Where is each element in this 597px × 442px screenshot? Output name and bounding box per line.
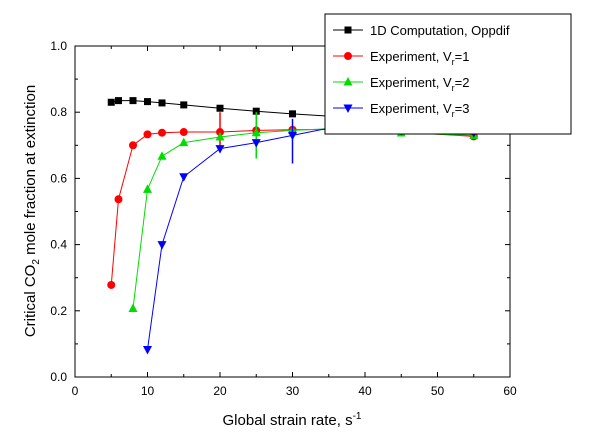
legend-marker [344,26,352,34]
data-point [157,151,167,160]
x-tick-label: 10 [141,384,155,398]
data-point [129,97,137,105]
legend-box [324,13,572,135]
data-point [157,241,167,250]
data-point [180,101,188,109]
x-tick-label: 50 [431,384,445,398]
data-point [158,128,166,137]
legend: 1D Computation, Oppdif Experiment, Vr=1 Ex… [324,13,572,135]
legend-label: Experiment, Vr=3 [370,101,469,119]
legend-label: Experiment, Vr=2 [370,75,469,93]
y-tick-label: 0.4 [50,238,67,252]
legend-item: 1D Computation, Oppdif [333,23,510,38]
x-tick-label: 40 [358,384,372,398]
data-point [215,145,225,154]
y-tick-label: 0.2 [50,304,67,318]
x-tick-label: 0 [72,384,79,398]
data-point [179,137,189,147]
y-tick-label: 0.0 [50,370,67,384]
legend-label: Experiment, Vr=1 [370,49,469,67]
data-point [158,99,166,107]
data-point [115,97,122,105]
data-point [107,280,116,289]
y-axis-title: Critical CO2 mole fraction at extinction [22,85,42,337]
y-tick-label: 0.6 [50,171,67,185]
data-point [179,173,189,182]
data-point [143,184,152,193]
data-point [251,127,261,137]
data-point [289,110,296,118]
data-point [144,98,151,106]
data-point [288,131,297,141]
legend-marker [344,52,352,60]
x-axis-title: Global strain rate, s-1 [223,411,362,429]
data-point [128,303,138,312]
legend-item: Experiment, Vr=2 [333,75,469,93]
data-point [143,130,152,139]
legend-marker [343,104,353,113]
data-point [252,107,260,115]
y-tick-label: 0.8 [50,105,67,119]
axis-ticks: 0 10 20 30 40 50 60 0.0 0.2 0.4 0.6 0.8 1.0 [50,39,517,398]
data-point [143,346,152,355]
data-point [216,104,224,112]
data-point [107,98,115,106]
y-tick-label: 1.0 [50,39,67,53]
data-point [114,195,123,204]
x-tick-label: 30 [286,384,300,398]
x-tick-label: 20 [213,384,227,398]
data-point [179,128,188,137]
data-point [129,141,137,150]
data-point [215,132,225,141]
data-point [251,139,261,148]
x-tick-label: 60 [503,384,517,398]
legend-item: Experiment, Vr=3 [333,101,469,119]
legend-label: 1D Computation, Oppdif [370,23,510,38]
legend-item: Experiment, Vr=1 [333,49,469,67]
legend-marker [343,77,353,86]
